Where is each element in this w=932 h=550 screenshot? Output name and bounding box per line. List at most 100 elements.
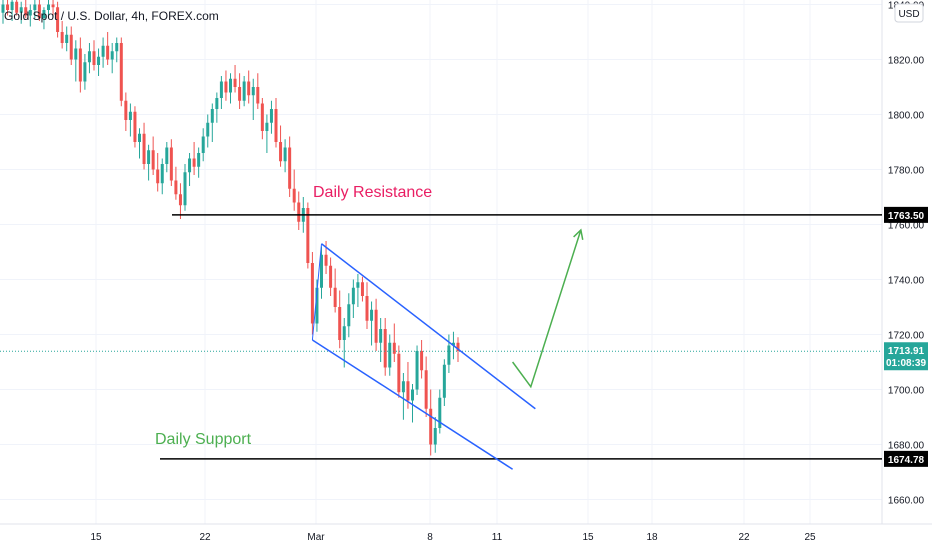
candle-body (356, 282, 360, 288)
candle-body (324, 254, 328, 266)
candle (87, 43, 91, 74)
candle-body (351, 287, 355, 305)
candle (397, 345, 401, 398)
level-price-tag-text: 1763.50 (888, 211, 925, 222)
currency-button[interactable] (894, 3, 924, 23)
candle (37, 0, 41, 21)
candle (192, 142, 196, 175)
chart-title: Gold Spot / U.S. Dollar, 4h, FOREX.com (4, 9, 219, 23)
candle-body (215, 98, 219, 109)
x-tick-label: 15 (582, 532, 594, 543)
candle-body (6, 4, 10, 10)
candle (15, 0, 19, 16)
candle-body (33, 4, 37, 10)
candle-body (333, 287, 337, 307)
candle (356, 274, 360, 307)
level-price-tag (884, 206, 928, 223)
channel-upper-line (321, 243, 536, 410)
candle-body (197, 153, 201, 167)
candle-body (374, 309, 378, 343)
candle (115, 37, 119, 63)
candle (333, 268, 337, 313)
y-tick-label: 1800.00 (888, 111, 925, 122)
candle (69, 26, 73, 65)
candle-body (119, 43, 123, 101)
candle (56, 1, 60, 38)
candle-body (178, 194, 182, 206)
candle-body (142, 133, 146, 164)
candle-body (269, 109, 273, 123)
candle (251, 78, 255, 120)
candles (1, 0, 460, 456)
candle (365, 282, 369, 329)
candle (83, 54, 87, 90)
candle-body (360, 282, 364, 296)
candle-body (347, 304, 351, 327)
y-tick-label: 1780.00 (888, 166, 925, 177)
candle-body (206, 122, 210, 137)
candle (147, 144, 151, 181)
candle (374, 298, 378, 351)
candle (233, 65, 237, 93)
candle (1, 0, 5, 24)
candle-body (265, 122, 269, 131)
candle-body (183, 172, 187, 206)
candle-body (60, 32, 64, 43)
candle-body (15, 1, 19, 13)
candle-body (438, 397, 442, 428)
x-tick-label: 15 (90, 532, 102, 543)
candle (274, 98, 278, 148)
x-tick-label: 25 (804, 532, 816, 543)
candle (424, 356, 428, 417)
candle-body (24, 7, 28, 16)
candle (169, 139, 173, 186)
candle (438, 389, 442, 434)
descending-channel (311, 243, 536, 470)
candle (197, 147, 201, 178)
candle (388, 334, 392, 376)
candle-body (292, 188, 296, 203)
candle-body (106, 45, 110, 60)
candle-body (338, 307, 342, 340)
candle (279, 125, 283, 167)
candle-body (420, 351, 424, 371)
candle-body (78, 48, 82, 82)
candle-body (83, 62, 87, 82)
candle (24, 0, 28, 19)
candle-body (101, 45, 105, 57)
candle-body (110, 51, 114, 60)
candle (19, 1, 23, 24)
candle-body (247, 81, 251, 96)
candle (320, 246, 323, 299)
candle-body (251, 87, 255, 96)
candle-body (97, 56, 101, 65)
candle-body (274, 109, 278, 142)
x-tick-label: 22 (738, 532, 750, 543)
candle (429, 389, 433, 456)
current-price-tag (884, 342, 928, 371)
candle (215, 92, 219, 123)
candle-body (288, 147, 292, 189)
candle-body (224, 81, 228, 93)
candle-body (406, 381, 410, 401)
candle-body (160, 164, 164, 184)
time-axis[interactable]: 15 22 Mar 8 11 15 18 22 25 (90, 532, 816, 543)
candle (101, 37, 105, 68)
candle-body (210, 109, 214, 123)
candle-body (138, 133, 141, 142)
candle (206, 114, 210, 148)
candle (224, 70, 228, 101)
candle (401, 373, 405, 420)
level-price-tag-text: 1674.78 (888, 455, 925, 466)
candle-body (47, 4, 50, 10)
candle (110, 43, 114, 74)
candle (124, 92, 128, 131)
projection-arrow (511, 228, 584, 389)
x-tick-label: 11 (492, 532, 503, 543)
y-tick-label: 1660.00 (888, 496, 925, 507)
candle (265, 114, 269, 153)
projection-arrowhead (573, 228, 584, 240)
candle (342, 318, 346, 368)
